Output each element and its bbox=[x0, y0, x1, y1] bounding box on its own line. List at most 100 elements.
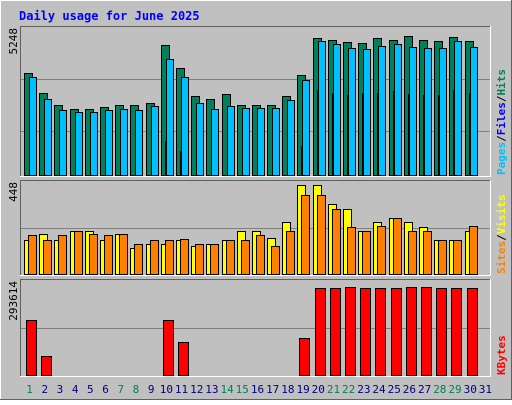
bar-files-day-11 bbox=[181, 77, 189, 176]
bar-sites-day-21 bbox=[332, 209, 341, 275]
x-tick-label: 6 bbox=[102, 383, 109, 396]
bar-sites-day-2 bbox=[43, 240, 52, 275]
bar-files-day-7 bbox=[120, 109, 128, 176]
bar-files-day-18 bbox=[287, 100, 295, 176]
x-tick-label: 28 bbox=[433, 383, 446, 396]
legend-hits-files-pages: Pages/Files/Hits bbox=[495, 69, 508, 175]
bar-sites-day-24 bbox=[377, 226, 386, 275]
x-tick-label: 16 bbox=[251, 383, 264, 396]
panel-hits-files-pages: 5248 Pages/Files/Hits bbox=[7, 26, 508, 177]
x-tick-label: 15 bbox=[236, 383, 249, 396]
y-max-label: 448 bbox=[7, 182, 20, 202]
bar-files-day-28 bbox=[439, 48, 447, 176]
bar-kbytes-day-26 bbox=[406, 287, 417, 376]
x-tick-label: 26 bbox=[403, 383, 416, 396]
x-tick-label: 25 bbox=[388, 383, 401, 396]
x-tick-label: 21 bbox=[327, 383, 340, 396]
bar-kbytes-day-25 bbox=[391, 288, 402, 376]
bar-files-day-16 bbox=[257, 108, 265, 176]
legend-kbytes: KBytes bbox=[495, 335, 508, 375]
bar-files-day-26 bbox=[409, 47, 417, 176]
bar-sites-day-29 bbox=[453, 240, 462, 275]
x-tick-label: 11 bbox=[175, 383, 188, 396]
legend-visits-sites: Sites/Visits bbox=[495, 195, 508, 275]
bar-sites-day-15 bbox=[241, 240, 250, 275]
bar-sites-day-26 bbox=[408, 231, 417, 275]
bar-kbytes-day-24 bbox=[375, 288, 386, 376]
panel-visits-sites: 448 Sites/Visits bbox=[7, 180, 508, 276]
x-tick-label: 8 bbox=[133, 383, 140, 396]
bar-kbytes-day-22 bbox=[345, 287, 356, 376]
bar-sites-day-25 bbox=[393, 218, 402, 275]
bar-pages-day-10 bbox=[165, 141, 167, 176]
bar-files-day-9 bbox=[151, 106, 159, 176]
panel-kbytes: 293614 KBytes bbox=[7, 279, 508, 377]
bar-sites-day-30 bbox=[469, 226, 478, 275]
x-axis-labels: 1 2 3 4 5 6 7 8 9 10 11 12 13 14 15 16 17 18 19 20 21 22 23 24 2… bbox=[26, 383, 492, 396]
bar-pages-day-27 bbox=[423, 95, 425, 176]
x-tick-label: 3 bbox=[57, 383, 64, 396]
x-tick-label: 17 bbox=[266, 383, 279, 396]
bar-kbytes-day-20 bbox=[315, 288, 326, 376]
bar-sites-day-17 bbox=[271, 246, 280, 275]
bar-pages-day-30 bbox=[469, 93, 471, 176]
bar-sites-day-3 bbox=[58, 235, 67, 275]
bar-pages-day-20 bbox=[317, 90, 319, 176]
bar-sites-day-10 bbox=[165, 240, 174, 275]
bar-sites-day-9 bbox=[150, 240, 159, 275]
bar-sites-day-7 bbox=[119, 234, 128, 275]
bar-files-day-25 bbox=[394, 44, 402, 176]
bar-files-day-10 bbox=[166, 59, 174, 176]
x-tick-label: 1 bbox=[26, 383, 33, 396]
bar-pages-day-19 bbox=[301, 146, 303, 176]
x-tick-label: 22 bbox=[342, 383, 355, 396]
x-tick-label: 29 bbox=[448, 383, 461, 396]
bar-sites-day-28 bbox=[438, 240, 447, 275]
bar-kbytes-day-1 bbox=[26, 320, 37, 376]
bar-sites-day-27 bbox=[423, 231, 432, 275]
x-tick-label: 27 bbox=[418, 383, 431, 396]
bar-pages-day-26 bbox=[408, 94, 410, 176]
x-tick-label: 31 bbox=[479, 383, 492, 396]
bar-files-day-12 bbox=[196, 103, 204, 176]
bar-files-day-2 bbox=[44, 99, 52, 176]
x-tick-label: 30 bbox=[464, 383, 477, 396]
bar-kbytes-day-19 bbox=[299, 338, 310, 376]
bar-kbytes-day-21 bbox=[330, 288, 341, 376]
y-max-label: 293614 bbox=[7, 281, 20, 321]
bar-files-day-27 bbox=[424, 48, 432, 176]
bar-files-day-4 bbox=[75, 112, 83, 176]
x-tick-label: 14 bbox=[220, 383, 234, 396]
bar-files-day-30 bbox=[470, 47, 478, 176]
bar-kbytes-day-30 bbox=[467, 288, 478, 376]
legend-separator: / bbox=[495, 95, 508, 102]
bar-files-day-29 bbox=[454, 41, 462, 176]
bar-sites-day-23 bbox=[362, 231, 371, 275]
bar-sites-day-11 bbox=[180, 239, 189, 275]
bar-kbytes-day-2 bbox=[41, 356, 52, 376]
legend-item-kbytes: KBytes bbox=[495, 335, 508, 375]
legend-item-sites: Sites bbox=[495, 241, 508, 274]
bar-sites-day-22 bbox=[347, 227, 356, 275]
x-tick-label: 5 bbox=[87, 383, 94, 396]
x-tick-label: 7 bbox=[117, 383, 124, 396]
bar-files-day-3 bbox=[59, 110, 67, 176]
bar-sites-day-6 bbox=[104, 235, 113, 275]
bar-pages-day-25 bbox=[393, 91, 395, 176]
bar-files-day-14 bbox=[227, 106, 235, 176]
x-tick-label: 2 bbox=[41, 383, 48, 396]
x-tick-label: 18 bbox=[281, 383, 294, 396]
bar-files-day-22 bbox=[348, 48, 356, 176]
y-max-label: 5248 bbox=[7, 28, 20, 55]
bar-kbytes-day-10 bbox=[163, 320, 174, 376]
bar-files-day-8 bbox=[135, 110, 143, 176]
chart-title: Daily usage for June 2025 bbox=[19, 9, 200, 23]
bar-sites-day-16 bbox=[256, 235, 265, 275]
bar-files-day-23 bbox=[363, 49, 371, 176]
bar-kbytes-day-27 bbox=[421, 287, 432, 376]
x-tick-label: 23 bbox=[357, 383, 370, 396]
bar-pages-day-23 bbox=[362, 93, 364, 176]
bar-files-day-1 bbox=[29, 77, 37, 176]
bar-kbytes-day-29 bbox=[451, 288, 462, 376]
